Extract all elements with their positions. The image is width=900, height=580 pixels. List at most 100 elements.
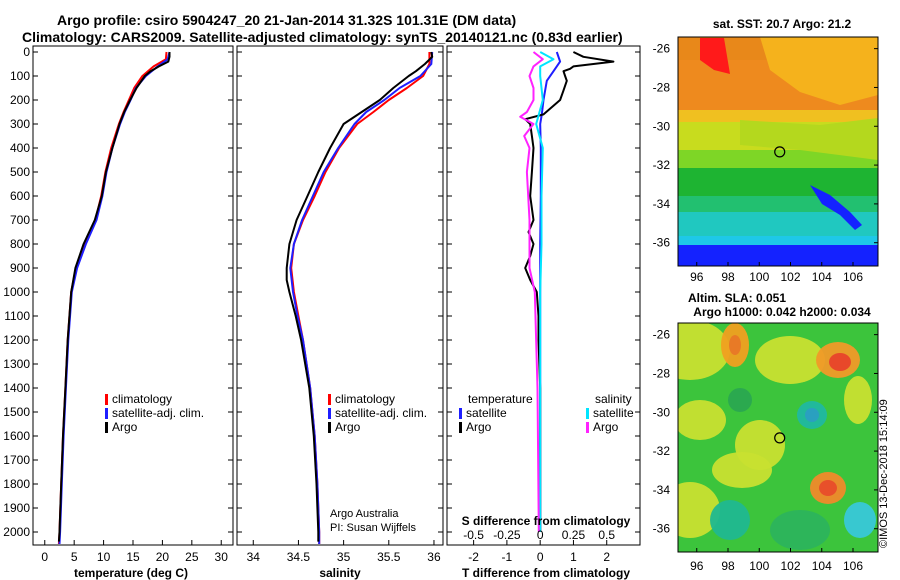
sla-anomaly-blob [844,376,872,424]
s-diff-x-tick-label: 0 [537,528,544,542]
sla-lat-label: -36 [653,522,671,536]
temperature-legend-swatch [105,394,108,405]
diff-legend-label: Argo [466,420,492,434]
temperature-legend-label: Argo [112,420,138,434]
sla-lon-label: 104 [812,559,832,573]
profile-panel-2 [236,45,444,546]
depth-tick-label: 1100 [4,309,30,323]
salinity-legend-swatch [328,408,331,419]
sla-lat-label: -26 [653,328,671,342]
depth-tick-label: 1800 [3,477,30,491]
diff-legend-swatch [586,422,589,433]
sst-title: sat. SST: 20.7 Argo: 21.2 [713,17,852,31]
sla-map: -26 -28 -30 -32 -34 -36 96 98 100 102 104 106 Altim.… [653,291,879,573]
panel-frame [236,45,444,546]
sla-high-blob [819,480,837,496]
sla-frame [677,322,879,553]
sst-lon-label: 98 [721,270,735,284]
temperature-x-tick-label: 5 [71,550,78,564]
imos-credit: ©IMOS 13-Dec-2018 15:14:09 [878,399,890,548]
sla-anomaly-blob [755,336,825,384]
sst-frame [677,36,879,267]
sla-high-blob [829,353,851,371]
depth-tick-label: 1400 [3,381,30,395]
sst-lon-label: 96 [690,270,704,284]
depth-tick-label: 1600 [3,429,30,443]
depth-tick-label: 600 [10,189,30,203]
sst-warm-patch [760,37,878,105]
depth-tick-label: 200 [10,93,30,107]
sst-lon-label: 104 [812,270,832,284]
s-diff-x-tick-label: 0.25 [562,528,586,542]
sla-anomaly-blob [710,500,750,540]
depth-tick-label: 0 [23,45,30,59]
sst-lat-label: -32 [653,158,671,172]
depth-tick-label: 400 [10,141,30,155]
s-diff-x-tick-label: -0.25 [493,528,521,542]
series-line-salinity-satellite [535,51,555,532]
t-diff-x-tick-label: 1 [570,550,577,564]
sla-anomaly-blob [844,502,876,538]
sst-map: -26 -28 -30 -32 -34 -36 96 98 100 102 104 106 sat. S… [653,17,879,284]
sst-argo-location-marker [774,146,786,158]
depth-tick-label: 300 [10,117,30,131]
sla-lat-label: -32 [653,444,671,458]
salinity-legend-label: climatology [335,392,395,406]
sla-anomaly-blob [678,323,730,380]
sla-lon-label: 96 [690,559,704,573]
sla-lon-label: 98 [721,559,735,573]
temperature-x-tick-label: 20 [156,550,170,564]
sla-lon-label: 100 [749,559,769,573]
temperature-legend-label: satellite-adj. clim. [112,406,204,420]
temperature-x-label: temperature (deg C) [74,566,188,580]
sst-lat-label: -28 [653,80,671,94]
sla-lat-label: -30 [653,405,671,419]
diff-legend-swatch [459,408,462,419]
depth-tick-label: 700 [10,213,30,227]
sla-argo-location-marker [774,432,786,444]
sla-field [678,323,878,552]
sla-high-blob [729,335,741,355]
sst-lat-label: -34 [653,197,671,211]
sst-lat-label: -36 [653,236,671,250]
sla-subtitle: Argo h1000: 0.042 h2000: 0.034 [693,305,871,319]
depth-tick-label: 1000 [3,285,30,299]
diff-legend-label: satellite [466,406,507,420]
diff-legend-swatch [459,422,462,433]
diff-legend-swatch [586,408,589,419]
sst-cold-band [678,245,878,266]
depth-tick-label: 2000 [3,525,30,539]
sst-band [678,168,878,196]
sla-anomaly-blob [728,388,752,412]
sla-anomaly-blob [712,452,772,488]
salinity-x-tick-label: 34 [247,550,261,564]
salinity-legend-label: satellite-adj. clim. [335,406,427,420]
sla-title: Altim. SLA: 0.051 [688,291,786,305]
panel-frame [446,45,641,546]
temperature-x-tick-label: 10 [97,550,111,564]
sst-band [678,110,878,122]
depth-tick-label: 1300 [3,357,30,371]
s-diff-title: S difference from climatology [462,514,631,528]
sst-lon-label: 100 [749,270,769,284]
depth-tick-label: 1700 [3,453,30,467]
sst-band [678,150,878,168]
t-diff-x-tick-label: 2 [603,550,610,564]
salinity-legend-swatch [328,422,331,433]
series-line-temperature-argo [524,51,615,532]
salinity-x-label: salinity [319,566,361,580]
sla-lat-label: -34 [653,483,671,497]
salinity-x-tick-label: 34.5 [287,550,311,564]
sst-hot-patch [700,38,730,74]
t-diff-x-tick-label: 0 [537,550,544,564]
diff-legend-label: Argo [593,420,619,434]
sla-lon-label: 106 [843,559,863,573]
sla-anomaly-blob [770,510,830,550]
depth-tick-label: 100 [10,69,30,83]
sst-lon-label: 102 [780,270,800,284]
credit-pi: PI: Susan Wijffels [330,522,416,534]
sst-transition-patch [740,118,878,160]
salinity-x-tick-label: 35 [337,550,351,564]
sst-cold-streak [810,185,862,230]
